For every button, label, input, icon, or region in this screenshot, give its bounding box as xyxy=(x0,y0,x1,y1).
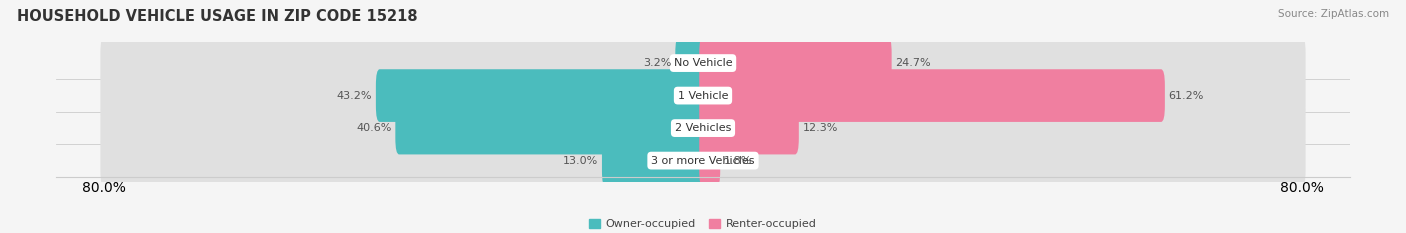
FancyBboxPatch shape xyxy=(375,69,707,122)
Text: HOUSEHOLD VEHICLE USAGE IN ZIP CODE 15218: HOUSEHOLD VEHICLE USAGE IN ZIP CODE 1521… xyxy=(17,9,418,24)
Text: 12.3%: 12.3% xyxy=(803,123,838,133)
Text: 3.2%: 3.2% xyxy=(643,58,672,68)
FancyBboxPatch shape xyxy=(100,69,1306,122)
Text: 40.6%: 40.6% xyxy=(356,123,392,133)
FancyBboxPatch shape xyxy=(699,134,720,187)
Text: 3 or more Vehicles: 3 or more Vehicles xyxy=(651,156,755,166)
Text: 24.7%: 24.7% xyxy=(896,58,931,68)
Text: 1.8%: 1.8% xyxy=(724,156,752,166)
FancyBboxPatch shape xyxy=(100,134,1306,187)
FancyBboxPatch shape xyxy=(602,134,707,187)
Text: 13.0%: 13.0% xyxy=(562,156,598,166)
Text: 43.2%: 43.2% xyxy=(336,91,373,101)
FancyBboxPatch shape xyxy=(100,37,1306,89)
Text: No Vehicle: No Vehicle xyxy=(673,58,733,68)
FancyBboxPatch shape xyxy=(395,102,707,154)
Text: Source: ZipAtlas.com: Source: ZipAtlas.com xyxy=(1278,9,1389,19)
FancyBboxPatch shape xyxy=(699,69,1164,122)
Text: 2 Vehicles: 2 Vehicles xyxy=(675,123,731,133)
Text: 1 Vehicle: 1 Vehicle xyxy=(678,91,728,101)
FancyBboxPatch shape xyxy=(699,37,891,89)
FancyBboxPatch shape xyxy=(100,102,1306,154)
Legend: Owner-occupied, Renter-occupied: Owner-occupied, Renter-occupied xyxy=(589,219,817,229)
FancyBboxPatch shape xyxy=(675,37,707,89)
Text: 61.2%: 61.2% xyxy=(1168,91,1204,101)
FancyBboxPatch shape xyxy=(699,102,799,154)
